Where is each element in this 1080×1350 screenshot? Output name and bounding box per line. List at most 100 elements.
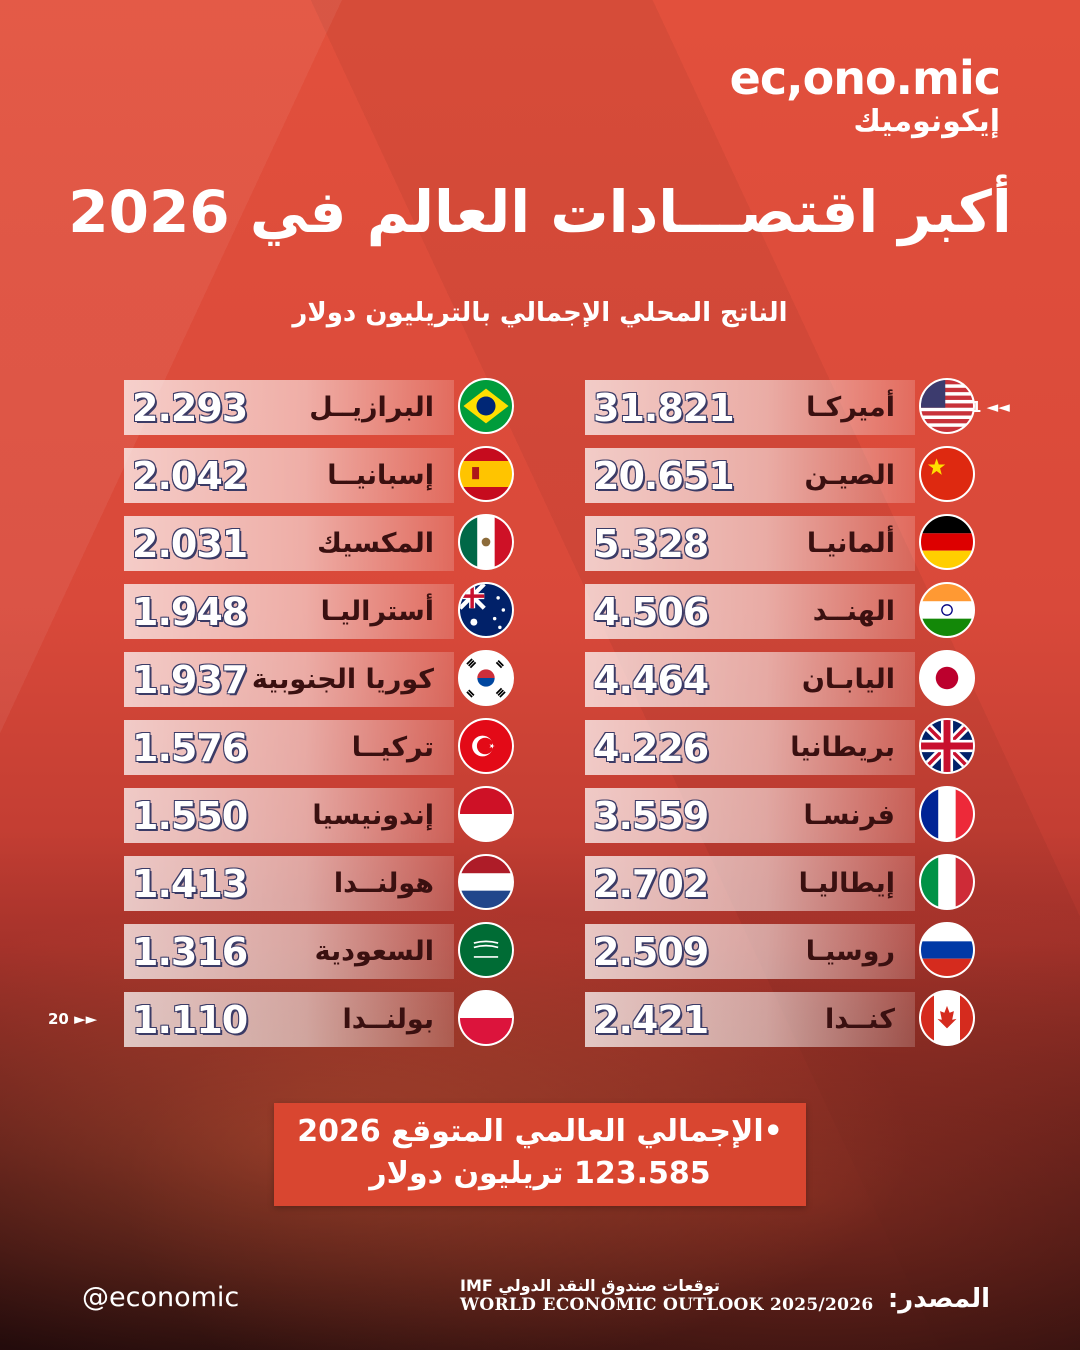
mexico-flag-icon	[458, 514, 514, 570]
source-block: توقعات صندوق النقد الدولي IMF WORLD ECON…	[460, 1276, 880, 1315]
indonesia-flag-icon	[458, 786, 514, 842]
country-name: تركيــا	[351, 732, 434, 763]
gdp-value: 2.031	[132, 522, 248, 566]
brand-name-en: ec,ono.mic	[729, 51, 1001, 105]
row-bar	[585, 448, 915, 503]
gdp-value: 2.042	[132, 454, 248, 498]
poland-flag-icon	[458, 990, 514, 1046]
row-bar	[585, 788, 915, 843]
left-ranking-column: 2.293 البرازيــل 2.042 إسبانيــا 2.031 ا…	[48, 378, 514, 1060]
country-name: الهنــد	[812, 596, 895, 627]
india-flag-icon	[919, 582, 975, 638]
source-en-text: WORLD ECONOMIC OUTLOOK 2025/2026	[460, 1295, 874, 1315]
right-ranking-column: 31.821 أميركـا 1 ◄◄ 20.651 الصيـن 5.328 …	[585, 378, 1010, 1060]
row-bar	[124, 380, 454, 435]
country-name: كنــدا	[824, 1004, 895, 1035]
ranking-row: 2.042 إسبانيــا	[124, 446, 514, 503]
ranking-row: 1.937 كوريا الجنوبية	[124, 650, 514, 707]
row-bar	[585, 380, 915, 435]
gdp-value: 2.702	[593, 862, 709, 906]
gdp-value: 1.948	[132, 590, 248, 634]
gdp-value: 2.293	[132, 386, 248, 430]
ranking-row: 2.421 كنــدا	[585, 990, 975, 1047]
gdp-value: 4.464	[593, 658, 709, 702]
gdp-value: 1.110	[132, 998, 248, 1042]
row-bar	[585, 720, 915, 775]
gdp-value: 3.559	[593, 794, 709, 838]
uk-flag-icon	[919, 718, 975, 774]
country-name: بريطانيا	[790, 732, 895, 763]
country-name: الصيـن	[804, 460, 895, 491]
gdp-value: 1.937	[132, 658, 248, 702]
country-name: كوريا الجنوبية	[251, 664, 434, 695]
country-name: روسيـا	[805, 936, 895, 967]
ranking-row: 4.506 الهنــد	[585, 582, 975, 639]
south-korea-flag-icon	[458, 650, 514, 706]
ranking-row: 1.413 هولنــدا	[124, 854, 514, 911]
page-subtitle: الناتج المحلي الإجمالي بالتريليون دولار	[292, 298, 788, 328]
source-label: المصدر:	[887, 1284, 990, 1314]
gdp-value: 1.576	[132, 726, 248, 770]
row-bar	[124, 856, 454, 911]
world-total-box: •الإجمالي العالمي المتوقع 2026 123.585 ت…	[274, 1103, 806, 1206]
country-name: إيطاليـا	[798, 868, 895, 899]
row-bar	[124, 788, 454, 843]
russia-flag-icon	[919, 922, 975, 978]
ranking-row: 1.576 تركيــا	[124, 718, 514, 775]
ranking-row: 1.110 بولنــدا 20 ►►	[48, 990, 514, 1047]
ranking-row: 1.550 إندونيسيا	[124, 786, 514, 843]
world-total-label: •الإجمالي العالمي المتوقع 2026	[297, 1114, 783, 1149]
ranking-row: 20.651 الصيـن	[585, 446, 975, 503]
row-bar	[124, 448, 454, 503]
gdp-value: 1.550	[132, 794, 248, 838]
ranking-row: 4.464 اليابـان	[585, 650, 975, 707]
gdp-value: 4.226	[593, 726, 709, 770]
gdp-value: 31.821	[593, 386, 735, 430]
saudi-flag-icon	[458, 922, 514, 978]
rank-first-marker: 1 ◄◄	[971, 398, 1010, 416]
netherlands-flag-icon	[458, 854, 514, 910]
row-bar	[585, 856, 915, 911]
country-name: إسبانيــا	[327, 460, 434, 491]
row-bar	[124, 584, 454, 639]
gdp-value: 5.328	[593, 522, 709, 566]
gdp-value: 1.316	[132, 930, 248, 974]
country-name: بولنــدا	[342, 1004, 434, 1035]
country-name: اليابـان	[801, 664, 895, 695]
australia-flag-icon	[458, 582, 514, 638]
usa-flag-icon	[919, 378, 975, 434]
row-bar	[585, 652, 915, 707]
spain-flag-icon	[458, 446, 514, 502]
row-bar	[585, 584, 915, 639]
row-bar	[585, 516, 915, 571]
country-name: البرازيــل	[309, 392, 434, 423]
row-bar	[585, 992, 915, 1047]
ranking-row: 31.821 أميركـا 1 ◄◄	[585, 378, 1010, 435]
ranking-row: 1.316 السعودية	[124, 922, 514, 979]
page-title: أكبر اقتصـــادات العالم في 2026	[68, 178, 1012, 246]
source-ar-text: توقعات صندوق النقد الدولي IMF	[460, 1276, 720, 1295]
country-name: هولنــدا	[333, 868, 434, 899]
ranking-row: 2.509 روسيـا	[585, 922, 975, 979]
row-bar	[124, 652, 454, 707]
ranking-row: 5.328 ألمانيـا	[585, 514, 975, 571]
country-name: فرنسـا	[803, 800, 895, 831]
country-name: ألمانيـا	[806, 528, 895, 559]
ranking-row: 4.226 بريطانيا	[585, 718, 975, 775]
row-bar	[124, 924, 454, 979]
country-name: المكسيك	[317, 528, 434, 559]
italy-flag-icon	[919, 854, 975, 910]
gdp-value: 1.413	[132, 862, 248, 906]
country-name: أستراليـا	[320, 596, 434, 627]
canada-flag-icon	[919, 990, 975, 1046]
brand-name-ar: إيكونوميك	[853, 104, 1000, 139]
brand-logo: ec,ono.mic إيكونوميك	[729, 51, 1001, 140]
row-bar	[585, 924, 915, 979]
ranking-row: 2.293 البرازيــل	[124, 378, 514, 435]
world-total-value: 123.585 تريليون دولار	[369, 1156, 711, 1191]
japan-flag-icon	[919, 650, 975, 706]
turkey-flag-icon	[458, 718, 514, 774]
ranking-row: 1.948 أستراليـا	[124, 582, 514, 639]
row-bar	[124, 720, 454, 775]
rank-last-marker: 20 ►►	[48, 1010, 98, 1028]
